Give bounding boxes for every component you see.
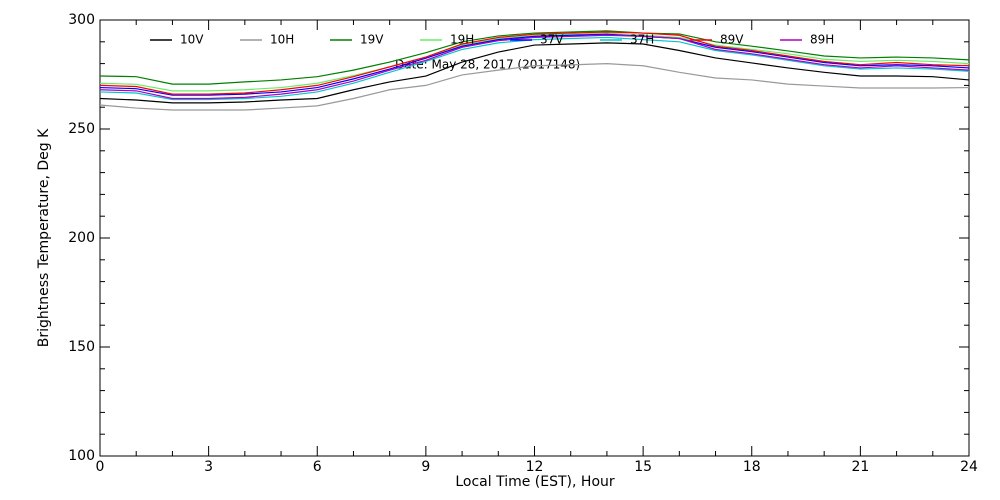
x-tick-label: 21 <box>851 459 869 475</box>
legend-label: 19H <box>450 33 474 47</box>
x-tick-label: 24 <box>960 459 978 475</box>
series-line <box>99 33 970 96</box>
y-tick-label: 150 <box>68 339 95 355</box>
x-tick-label: 15 <box>634 459 652 475</box>
series-line <box>99 34 970 100</box>
annotation: Date: May 28, 2017 (2017148) <box>395 58 580 72</box>
y-tick-label: 250 <box>68 121 95 137</box>
series-line <box>99 42 970 104</box>
series-line <box>99 36 970 101</box>
x-axis-label: Local Time (EST), Hour <box>455 474 615 490</box>
x-tick-label: 12 <box>526 459 544 475</box>
x-tick-label: 3 <box>204 459 213 475</box>
legend-label: 37H <box>630 33 654 47</box>
y-axis-label: Brightness Temperature, Deg K <box>36 128 52 347</box>
y-tick-label: 200 <box>68 230 95 246</box>
legend-label: 19V <box>360 33 384 47</box>
y-tick-label: 100 <box>68 448 95 464</box>
x-tick-label: 6 <box>313 459 322 475</box>
legend-label: 10V <box>180 33 204 47</box>
x-tick-label: 18 <box>743 459 761 475</box>
legend-label: 10H <box>270 33 294 47</box>
series-line <box>99 31 970 95</box>
x-tick-label: 0 <box>96 459 105 475</box>
x-tick-label: 9 <box>421 459 430 475</box>
series-line <box>99 62 970 111</box>
legend-label: 89V <box>720 33 744 47</box>
plot-frame <box>99 19 970 457</box>
legend-label: 89H <box>810 33 834 47</box>
legend-label: 37V <box>540 33 564 47</box>
series-line <box>99 32 970 92</box>
series-line <box>99 30 970 85</box>
y-tick-label: 300 <box>68 12 95 28</box>
